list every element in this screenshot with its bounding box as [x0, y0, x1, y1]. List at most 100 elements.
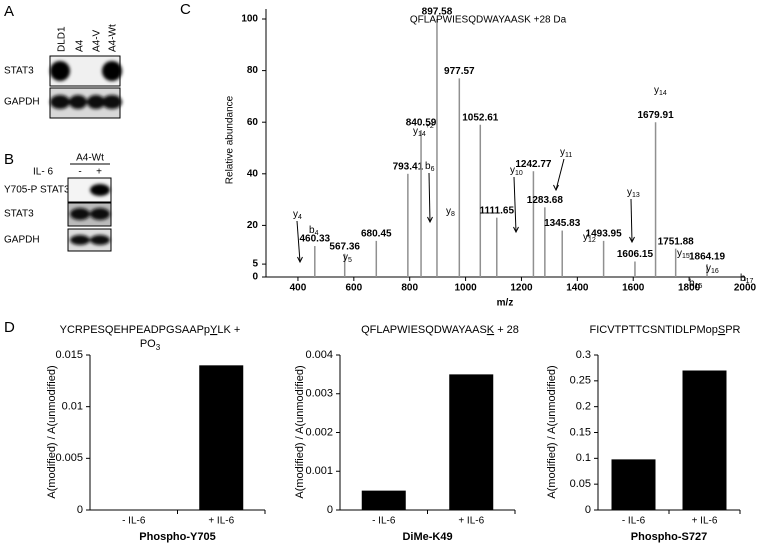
peak-label: 1493.95 [586, 229, 623, 240]
ion-label: b15 [689, 278, 702, 290]
row-label: STAT3 [4, 209, 34, 220]
y-tick-label: 0.1 [576, 452, 591, 464]
x-tick-label: 1400 [566, 283, 589, 294]
x-tick-label: - IL-6 [622, 516, 646, 527]
peak-label: 1345.83 [544, 218, 581, 229]
peak-label: 793.41 [393, 161, 424, 172]
ion-sub: 14 [659, 90, 667, 97]
y-tick-label: 0.002 [305, 426, 333, 438]
peak-label: 897.58 [422, 7, 453, 18]
y-tick-label: 60 [247, 117, 259, 128]
row-label: Y705-P STAT3 [4, 185, 70, 196]
x-tick-label: 400 [290, 283, 307, 294]
ion-arrow [630, 198, 633, 243]
title-part: QFLAPWIESQDWAYAAS [361, 324, 487, 336]
ion-label: b6 [425, 161, 435, 173]
ion-label: y14+2 [413, 123, 434, 138]
ion-sub: 14 [418, 131, 426, 138]
x-tick-label: 1800 [678, 283, 701, 294]
ion-letter: y [510, 165, 515, 176]
y-tick-label: 40 [247, 168, 259, 179]
x-axis-label: Phospho-Y705 [139, 531, 215, 543]
y-tick-label: 0.003 [305, 388, 333, 400]
title-part: LK + [217, 324, 240, 336]
ion-label: b17 [740, 273, 753, 285]
y-tick-label: 0 [327, 504, 333, 516]
y-tick-label: 0 [585, 504, 591, 516]
title-part: PO [140, 338, 156, 350]
ion-letter: b [689, 278, 695, 289]
y-tick-label: 0.001 [305, 465, 333, 477]
bar [361, 490, 406, 510]
ion-letter: y [706, 263, 711, 274]
ion-label: y16 [706, 263, 719, 275]
ion-sub: 8 [451, 211, 455, 218]
ion-label: y12 [583, 232, 596, 244]
ion-sub: 17 [746, 278, 754, 285]
arrow-head [629, 236, 635, 244]
ion-letter: y [654, 85, 659, 96]
ion-label: y11 [560, 147, 572, 159]
ion-sub: 11 [565, 152, 572, 159]
peak-label: 460.33 [300, 234, 331, 245]
arrow-head [553, 184, 559, 192]
y-tick-label: 0 [252, 272, 258, 283]
panel-letter: D [4, 319, 15, 336]
y-tick-label: 0.015 [55, 349, 83, 361]
ion-sup: +2 [426, 123, 434, 130]
peak-label: 977.57 [444, 66, 475, 77]
x-axis-label: m/z [497, 298, 514, 309]
ion-arrow [428, 172, 431, 223]
peak-label: 1679.91 [637, 110, 674, 121]
blot-b: A4-Wt IL- 6 - + Y705-P STAT3 STAT3 GAPDH [4, 153, 112, 252]
ion-letter: y [446, 206, 451, 217]
ion-sub: 10 [515, 170, 523, 177]
ion-sub: 13 [632, 192, 640, 199]
ion-letter: y [293, 209, 298, 220]
bar [682, 370, 727, 510]
ion-label: y14 [654, 85, 667, 97]
row-label: GAPDH [4, 97, 40, 108]
peak-label: 1751.88 [658, 236, 695, 247]
ion-label: y15 [677, 248, 690, 260]
y-tick-label: 20 [247, 220, 259, 231]
chart-title: YCRPESQEHPEADPGSAAPpYLK + [60, 324, 241, 336]
panel-letter: B [4, 151, 14, 168]
x-axis-label: Phospho-S727 [631, 531, 707, 543]
x-tick-label: + IL-6 [458, 516, 484, 527]
ion-arrow [296, 220, 301, 263]
peak-label: 680.45 [361, 229, 392, 240]
y-axis-label: A(modified) / A(unmodified) [546, 365, 558, 498]
ion-letter: b [740, 273, 746, 284]
chart-title: QFLAPWIESQDWAYAASK +28 Da [410, 15, 567, 26]
y-tick-label: 0.01 [62, 401, 83, 413]
ion-letter: y [343, 252, 348, 263]
ion-letter: y [583, 232, 588, 243]
row-label: GAPDH [4, 235, 40, 246]
x-tick-label: + IL-6 [692, 516, 718, 527]
x-tick-label: 2000 [734, 283, 757, 294]
blot-a: DLD1 A4 A4-V A4-Wt STAT3 GAPDH [4, 24, 122, 119]
y-tick-label: 80 [247, 65, 259, 76]
y-tick-label: 0.005 [55, 452, 83, 464]
ion-label: y4 [293, 209, 302, 221]
ion-letter: y [413, 126, 418, 137]
ion-label: y10 [510, 165, 523, 177]
peak-label: 1864.19 [689, 252, 726, 263]
y-tick-label: 0.25 [570, 375, 591, 387]
ion-sub: 16 [711, 268, 719, 275]
ion-sub: 6 [431, 166, 435, 173]
x-tick-label: - IL-6 [122, 516, 146, 527]
ion-arrow [513, 176, 517, 233]
lane-label: A4-V [92, 29, 103, 52]
x-tick-label: + IL-6 [208, 516, 234, 527]
y-tick-label: 0.004 [305, 349, 333, 361]
ion-sub: 15 [682, 253, 690, 260]
x-tick-label: 600 [345, 283, 362, 294]
treatment-label: IL- 6 [33, 167, 53, 178]
ion-sub: 15 [695, 283, 703, 290]
y-axis-label: Relative abundance [225, 95, 236, 184]
title-part: FICVTPTTCSNTIDLPMop [590, 324, 718, 336]
peak-label: 567.36 [329, 241, 360, 252]
arrow-head [297, 256, 303, 264]
